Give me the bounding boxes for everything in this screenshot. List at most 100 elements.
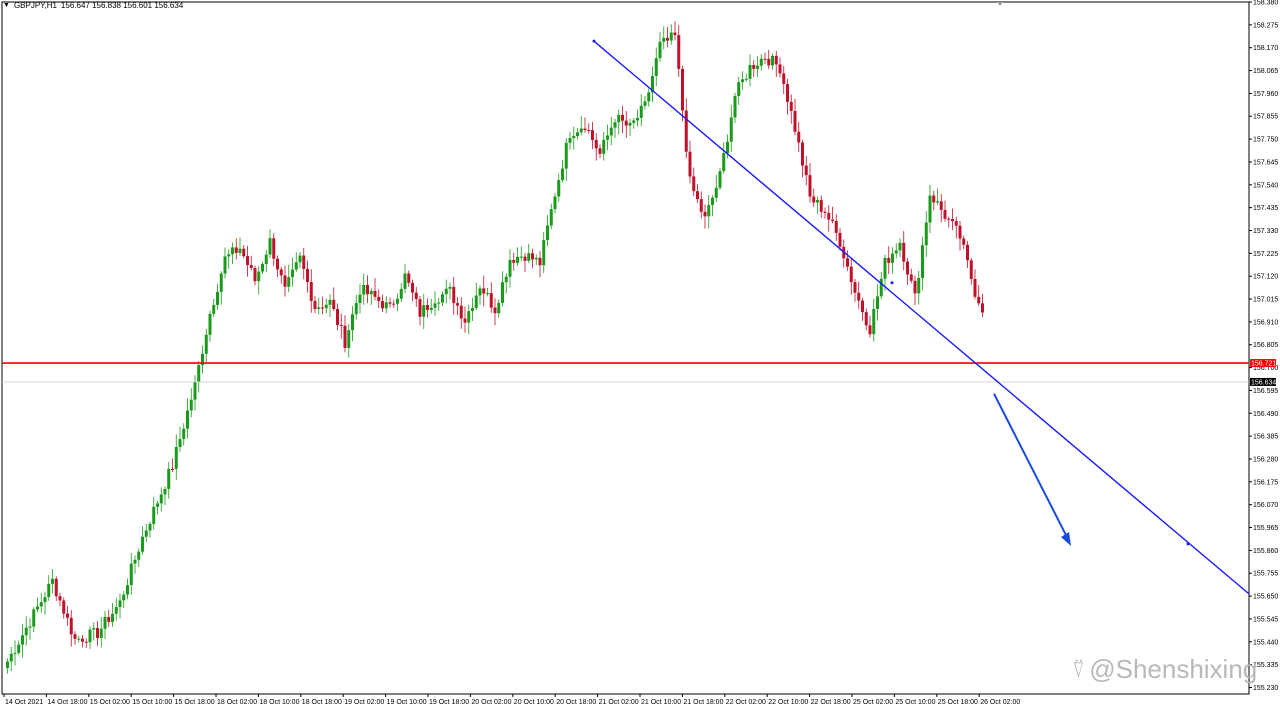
candle-body	[598, 148, 602, 154]
trendline-anchor[interactable]	[890, 281, 894, 285]
candle-body	[707, 205, 711, 217]
candle-body	[684, 110, 688, 152]
candle-body	[943, 209, 947, 219]
candle-body	[366, 285, 369, 295]
candle-body	[538, 257, 542, 266]
candle-body	[58, 596, 62, 601]
trendline-anchor[interactable]	[1186, 542, 1190, 546]
candle-body	[246, 256, 249, 266]
candle-body	[696, 191, 699, 200]
forecast-arrowhead[interactable]	[1061, 532, 1071, 547]
candle-body	[362, 285, 366, 295]
candle-body	[909, 274, 913, 281]
candle-body	[879, 278, 883, 297]
candle-body	[876, 296, 879, 309]
candle-body	[797, 131, 801, 143]
candle-body	[609, 127, 613, 136]
current-price-label: 156.634	[1251, 379, 1276, 386]
candle-body	[733, 96, 737, 118]
trendline[interactable]	[593, 40, 1250, 595]
y-tick-label: 158.170	[1253, 45, 1278, 52]
candle-body	[28, 626, 32, 628]
forecast-arrow-shaft[interactable]	[993, 393, 1069, 540]
candle-body	[24, 627, 28, 636]
candle-body	[92, 628, 96, 630]
candle-body	[981, 303, 984, 313]
candle-body	[553, 196, 557, 210]
watermark: ⍢ @Shenshixing	[1072, 654, 1257, 685]
candle-body	[129, 563, 133, 586]
candle-body	[523, 256, 527, 261]
candle-body	[801, 142, 804, 166]
candle-body	[51, 578, 54, 584]
candle-body	[763, 58, 767, 60]
candle-body	[392, 303, 396, 305]
candle-body	[741, 79, 744, 83]
candle-body	[669, 32, 673, 41]
candle-body	[189, 399, 193, 411]
candle-body	[812, 196, 816, 203]
candle-body	[602, 139, 606, 154]
candle-body	[426, 305, 429, 310]
candle-body	[99, 628, 103, 639]
candle-body	[242, 248, 246, 257]
candle-body	[463, 318, 467, 323]
x-tick-label: 20 Oct 02:00	[471, 699, 511, 706]
y-tick-label: 156.700	[1253, 365, 1278, 372]
candle-body	[354, 303, 358, 315]
candle-body	[212, 304, 216, 314]
symbol-menu-icon[interactable]: ▼	[3, 2, 10, 9]
x-tick-label: 25 Oct 02:00	[853, 699, 893, 706]
candle-body	[654, 58, 658, 77]
candle-body	[861, 300, 864, 313]
candle-body	[381, 301, 384, 309]
candle-body	[377, 296, 381, 302]
candle-body	[864, 312, 868, 326]
candle-body	[617, 114, 621, 123]
candle-body	[482, 288, 486, 294]
candle-body	[872, 308, 876, 335]
candle-body	[489, 293, 493, 308]
y-tick-label: 156.805	[1253, 342, 1278, 349]
candle-body	[606, 135, 609, 140]
x-tick-label: 21 Oct 18:00	[683, 699, 723, 706]
candle-body	[272, 238, 276, 259]
candle-body	[966, 244, 969, 261]
candle-body	[167, 468, 171, 489]
candle-body	[444, 288, 448, 295]
x-tick-label: 15 Oct 02:00	[90, 699, 130, 706]
candle-body	[321, 307, 324, 309]
y-tick-label: 156.280	[1253, 456, 1278, 463]
x-tick-label: 26 Oct 02:00	[980, 699, 1020, 706]
candle-body	[718, 171, 722, 188]
scroll-marker-icon[interactable]	[997, 2, 1003, 6]
candle-body	[962, 238, 966, 245]
y-tick-label: 157.540	[1253, 182, 1278, 189]
y-tick-label: 157.015	[1253, 297, 1278, 304]
candle-body	[474, 295, 478, 308]
trendline-anchor[interactable]	[592, 39, 596, 43]
candle-body	[347, 330, 351, 348]
candle-body	[9, 653, 13, 662]
candle-body	[849, 266, 853, 283]
candle-body	[636, 117, 639, 121]
candle-body	[591, 130, 594, 140]
candle-body	[141, 536, 144, 552]
candle-body	[208, 313, 212, 335]
candle-body	[744, 78, 748, 80]
candle-body	[778, 64, 782, 74]
candle-body	[429, 307, 433, 310]
candle-body	[771, 55, 774, 66]
candle-body	[328, 299, 332, 305]
candle-body	[234, 247, 238, 253]
y-tick-label: 155.230	[1253, 685, 1278, 692]
candle-body	[557, 180, 561, 197]
candle-body	[804, 165, 808, 176]
x-tick-label: 22 Oct 10:00	[768, 699, 808, 706]
candle-body	[947, 218, 951, 220]
x-tick-label: 18 Oct 02:00	[217, 699, 257, 706]
candle-body	[216, 291, 219, 305]
candle-body	[118, 600, 122, 608]
candle-body	[39, 602, 43, 607]
